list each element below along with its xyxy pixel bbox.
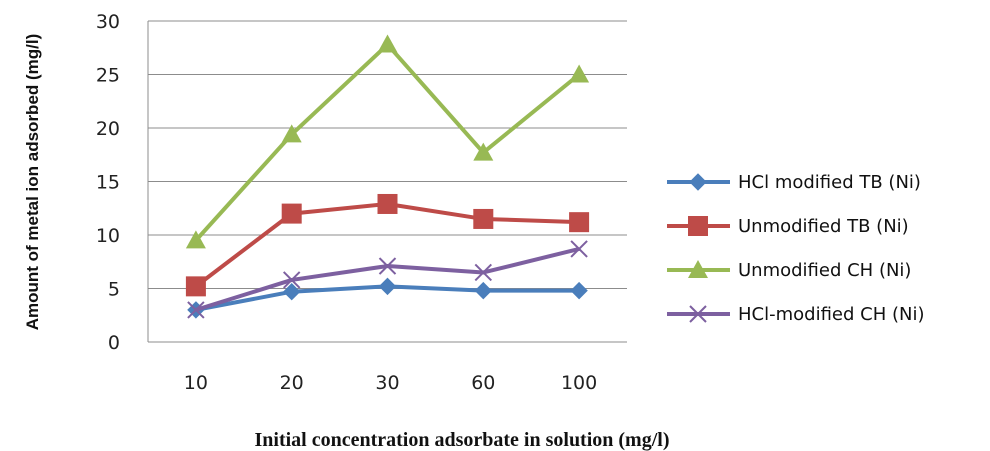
data-point <box>570 240 588 258</box>
legend-marker <box>689 173 707 191</box>
data-point <box>377 193 398 214</box>
y-tick-label: 20 <box>96 118 120 140</box>
gridlines <box>147 20 627 343</box>
series-1 <box>185 193 590 297</box>
y-tick-label: 30 <box>96 11 120 33</box>
data-point <box>473 142 494 161</box>
series-group <box>185 34 590 319</box>
x-marker-stroke <box>570 240 588 258</box>
legend-item: Unmodified TB (Ni) <box>667 216 909 237</box>
series-3 <box>187 240 588 319</box>
x-tick-label: 30 <box>375 372 399 394</box>
x-tick-label: 10 <box>184 372 208 394</box>
x-marker-stroke <box>282 271 301 289</box>
data-point <box>282 271 301 289</box>
y-tick-label: 10 <box>96 225 120 247</box>
x-axis-ticks: 10 20 30 60 100 <box>184 372 597 394</box>
data-point <box>570 281 588 300</box>
legend-label: HCl modified TB (Ni) <box>738 172 921 193</box>
y-tick-label: 25 <box>96 65 120 87</box>
data-point <box>185 276 206 297</box>
y-axis-ticks: 0 5 10 15 20 25 30 <box>96 11 120 354</box>
legend-marker <box>689 305 707 323</box>
series-0 <box>187 277 588 319</box>
legend-item: HCl-modified CH (Ni) <box>667 304 924 325</box>
data-point <box>378 277 397 296</box>
x-tick-label: 100 <box>561 372 597 394</box>
data-point <box>474 281 493 300</box>
data-point <box>569 212 590 233</box>
data-point <box>187 301 205 319</box>
y-axis-label: Amount of metal ion adsorbed (mg/l) <box>23 34 42 331</box>
legend-marker <box>688 216 708 236</box>
legend: HCl modified TB (Ni) Unmodified TB (Ni) Un… <box>667 172 924 325</box>
x-tick-label: 20 <box>280 372 304 394</box>
legend-label: Unmodified TB (Ni) <box>738 216 909 237</box>
data-point <box>377 34 398 53</box>
legend-marker <box>688 260 708 278</box>
series-2 <box>185 34 590 249</box>
y-tick-label: 0 <box>108 332 120 354</box>
x-tick-label: 60 <box>471 372 495 394</box>
legend-item: HCl modified TB (Ni) <box>667 172 921 193</box>
legend-label: Unmodified CH (Ni) <box>738 260 911 281</box>
data-point <box>281 124 302 143</box>
x-axis-label: Initial concentration adsorbate in solut… <box>254 429 669 451</box>
x-marker-stroke <box>378 257 397 275</box>
x-marker-stroke <box>689 305 707 323</box>
data-point <box>569 64 590 83</box>
series-line <box>194 201 580 288</box>
y-tick-label: 5 <box>108 279 120 301</box>
data-point <box>474 263 493 282</box>
data-point <box>473 208 494 229</box>
data-point <box>282 283 301 301</box>
data-point <box>281 203 302 224</box>
x-marker-stroke <box>474 263 493 282</box>
y-tick-label: 15 <box>96 172 120 194</box>
legend-item: Unmodified CH (Ni) <box>667 260 911 281</box>
data-point <box>378 257 397 275</box>
data-point <box>185 230 206 249</box>
x-marker-stroke <box>187 301 205 319</box>
legend-label: HCl-modified CH (Ni) <box>738 304 924 325</box>
